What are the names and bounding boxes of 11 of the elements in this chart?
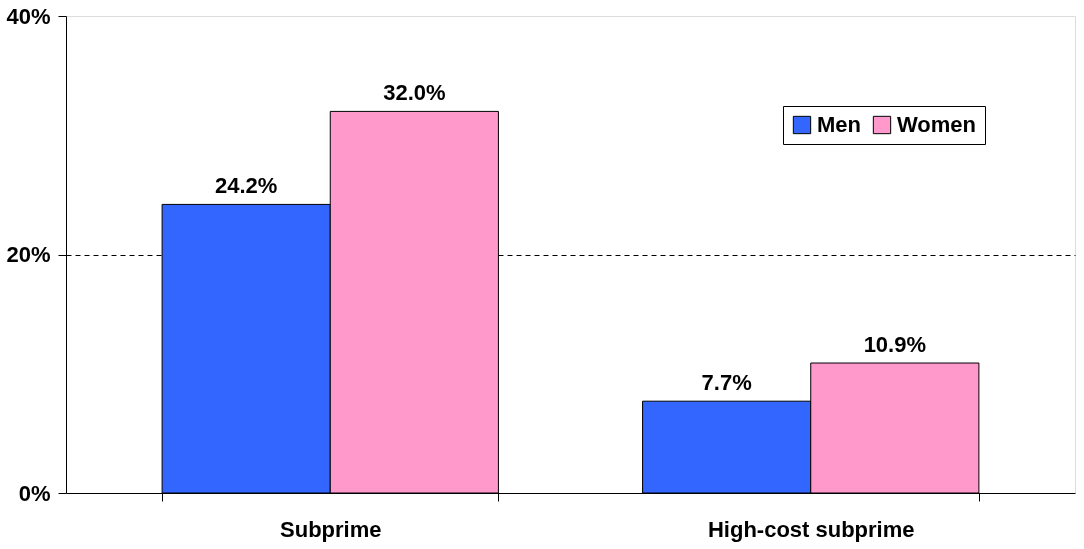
data-label: 24.2%	[214, 173, 278, 199]
legend-label: Men	[817, 112, 861, 137]
y-tick-label: 0%	[18, 480, 51, 506]
x-tick-label: Subprime	[280, 516, 382, 542]
y-tick-label: 20%	[6, 242, 51, 267]
data-label: 7.7%	[701, 370, 752, 396]
x-tick-label: High-cost subprime	[707, 516, 915, 542]
data-label: 32.0%	[383, 80, 446, 106]
data-label: 10.9%	[863, 332, 927, 358]
legend-label: Women	[897, 112, 977, 137]
y-tick-label: 40%	[6, 3, 51, 29]
